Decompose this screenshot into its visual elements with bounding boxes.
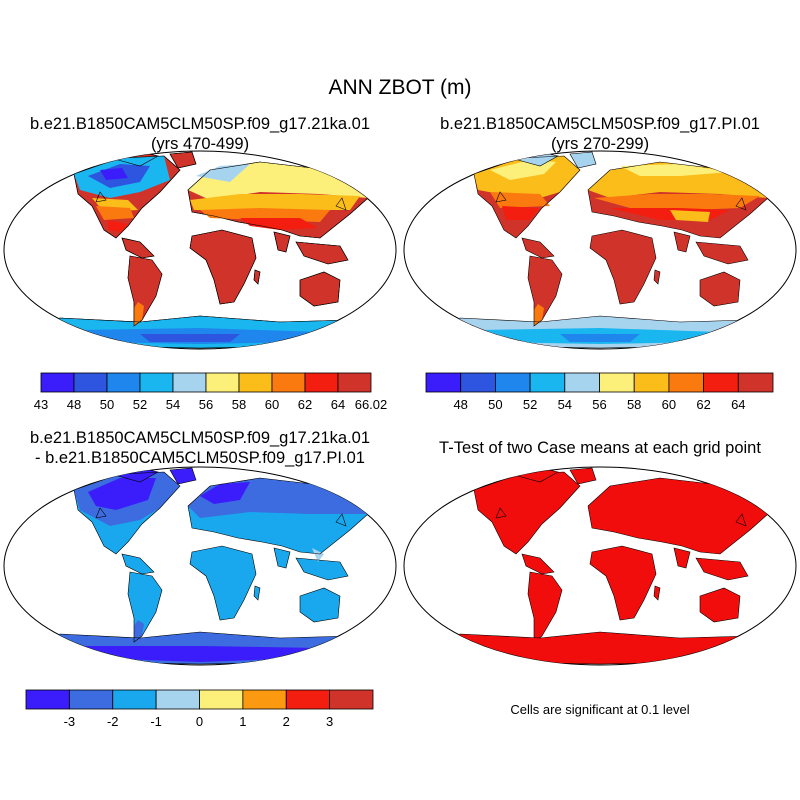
- colorbar-3-box-3: [155, 689, 200, 710]
- colorbar-1-label-0: 43: [34, 397, 48, 412]
- colorbar-2-box-3: [529, 372, 566, 393]
- colorbar-3-label-5: 2: [283, 714, 290, 729]
- colorbar-3-box-1: [68, 689, 114, 710]
- colorbar-2-box-8: [703, 372, 739, 393]
- colorbar-1-box-0: [40, 372, 75, 393]
- colorbar-1-box-3: [139, 372, 174, 393]
- colorbar-2-box-7: [668, 372, 705, 393]
- colorbar-3-label-1: -2: [107, 714, 119, 729]
- map-panel-3: [3, 466, 397, 666]
- colorbar-3-label-2: -1: [150, 714, 162, 729]
- colorbar-3-box-2: [112, 689, 157, 710]
- colorbar-3-box-5: [242, 689, 287, 710]
- panel-2-title-line2: (yrs 270-299): [550, 135, 650, 153]
- colorbar-2-box-9: [737, 372, 774, 393]
- colorbar-2-label-7: 62: [696, 397, 710, 412]
- colorbar-1-label-5: 56: [199, 397, 213, 412]
- colorbar-1-box-8: [304, 372, 339, 393]
- map-panel-1: [3, 150, 397, 350]
- colorbar-3-label-0: -3: [64, 714, 76, 729]
- colorbar-2-label-8: 64: [731, 397, 745, 412]
- colorbar-2-label-1: 50: [488, 397, 502, 412]
- colorbar-2-box-4: [564, 372, 600, 393]
- significance-footnote: Cells are significant at 0.1 level: [510, 702, 690, 717]
- colorbar-1-box-2: [106, 372, 141, 393]
- colorbar-1-box-9: [337, 372, 372, 393]
- colorbar-2-box-1: [460, 372, 496, 393]
- figure-title: ANN ZBOT (m): [328, 76, 472, 99]
- colorbar-1-label-3: 52: [133, 397, 147, 412]
- colorbar-3-label-3: 0: [196, 714, 203, 729]
- colorbar-3-label-4: 1: [239, 714, 246, 729]
- colorbar-1: 43 48 50 52 54 56 58 60 62 64 66.02: [34, 372, 388, 412]
- colorbar-1-box-1: [73, 372, 108, 393]
- colorbar-2-box-6: [633, 372, 670, 393]
- panel-4-title: T-Test of two Case means at each grid po…: [400, 438, 800, 458]
- colorbar-1-label-6: 58: [232, 397, 246, 412]
- colorbar-2-label-5: 58: [627, 397, 641, 412]
- colorbar-2: 48 50 52 54 56 58 60 62 64: [425, 372, 774, 412]
- panel-2-title-line1: b.e21.B1850CAM5CLM50SP.f09_g17.PI.01: [440, 115, 760, 133]
- colorbar-2-box-2: [494, 372, 531, 393]
- colorbar-2-label-4: 56: [592, 397, 606, 412]
- colorbar-2-label-3: 54: [558, 397, 572, 412]
- colorbar-3-box-4: [199, 689, 244, 710]
- colorbar-1-box-5: [205, 372, 240, 393]
- panel-4-title-line1: T-Test of two Case means at each grid po…: [439, 439, 761, 457]
- map-panel-2: [403, 150, 797, 350]
- panel-1-title: b.e21.B1850CAM5CLM50SP.f09_g17.21ka.01 (…: [0, 114, 400, 154]
- colorbar-3: -3 -2 -1 0 1 2 3: [25, 689, 374, 729]
- colorbar-1-box-7: [271, 372, 306, 393]
- colorbar-2-box-5: [599, 372, 635, 393]
- colorbar-1-box-4: [172, 372, 207, 393]
- panel-3-title-line2: - b.e21.B1850CAM5CLM50SP.f09_g17.PI.01: [35, 449, 365, 467]
- colorbar-3-box-6: [285, 689, 331, 710]
- panel-2-title: b.e21.B1850CAM5CLM50SP.f09_g17.PI.01 (yr…: [400, 114, 800, 154]
- colorbar-1-label-8: 62: [298, 397, 312, 412]
- colorbar-1-label-7: 60: [265, 397, 279, 412]
- colorbar-1-label-9: 64: [331, 397, 345, 412]
- panel-3-title-line1: b.e21.B1850CAM5CLM50SP.f09_g17.21ka.01: [29, 429, 371, 447]
- colorbar-1-label-10: 66.02: [355, 397, 388, 412]
- colorbar-2-box-0: [425, 372, 462, 393]
- panel-3-title: b.e21.B1850CAM5CLM50SP.f09_g17.21ka.01 -…: [0, 428, 400, 468]
- colorbar-1-label-2: 50: [100, 397, 114, 412]
- map-panel-4: [403, 466, 797, 666]
- panel-1-title-line2: (yrs 470-499): [150, 135, 250, 153]
- colorbar-1-label-4: 54: [166, 397, 180, 412]
- colorbar-3-box-7: [329, 689, 374, 710]
- colorbar-2-label-6: 60: [662, 397, 676, 412]
- panel-1-title-line1: b.e21.B1850CAM5CLM50SP.f09_g17.21ka.01: [29, 115, 371, 133]
- colorbar-2-label-2: 52: [523, 397, 537, 412]
- colorbar-1-box-6: [238, 372, 273, 393]
- colorbar-3-label-6: 3: [326, 714, 333, 729]
- colorbar-1-label-1: 48: [67, 397, 81, 412]
- colorbar-2-label-0: 48: [453, 397, 467, 412]
- colorbar-3-box-0: [25, 689, 70, 710]
